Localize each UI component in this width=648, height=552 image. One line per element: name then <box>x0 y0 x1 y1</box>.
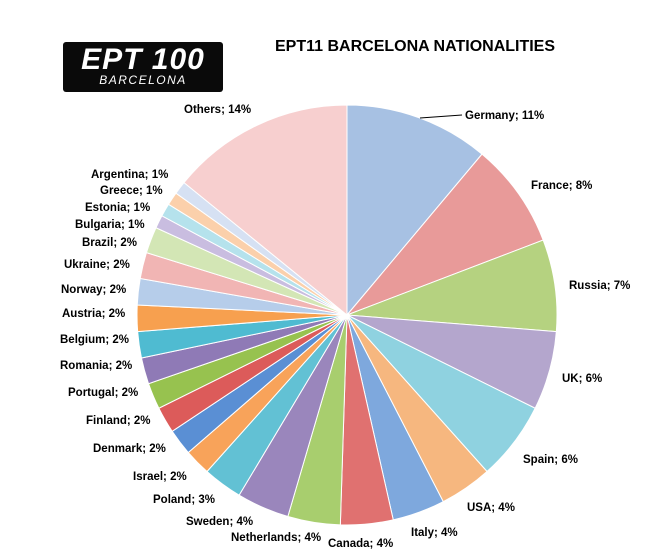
slice-label: Bulgaria; 1% <box>75 219 145 231</box>
pie-slice-germany <box>346 104 483 317</box>
slice-label: Portugal; 2% <box>68 387 138 399</box>
slice-label: Denmark; 2% <box>93 443 166 455</box>
slice-label: France; 8% <box>531 180 592 192</box>
slice-label: Sweden; 4% <box>186 516 253 528</box>
slice-label: Netherlands; 4% <box>231 532 321 544</box>
slice-labels: Germany; 11% France; 8% Russia; 7% UK; 6% Sp… <box>60 104 630 550</box>
slice-label: Russia; 7% <box>569 280 630 292</box>
pie-slice-france <box>345 153 544 317</box>
slice-label: Germany; 11% <box>465 110 544 122</box>
leader-lines <box>419 114 463 119</box>
slice-label: UK; 6% <box>562 373 602 385</box>
slice-label: Brazil; 2% <box>82 237 137 249</box>
slice-label: USA; 4% <box>467 502 515 514</box>
logo-main-text: EPT 100 <box>81 43 205 76</box>
slice-label: Others; 14% <box>184 104 251 116</box>
logo-sub-text: BARCELONA <box>99 73 187 87</box>
slice-label: Austria; 2% <box>62 308 125 320</box>
pie-slice-others <box>183 104 348 317</box>
chart-title: EPT11 BARCELONA NATIONALITIES <box>275 38 556 55</box>
ept-logo: EPT 100 BARCELONA <box>63 42 223 92</box>
pie-slices <box>136 104 558 526</box>
slice-label: Romania; 2% <box>60 360 132 372</box>
leader-line <box>419 114 463 119</box>
slice-label: Finland; 2% <box>86 415 151 427</box>
slice-label: Ukraine; 2% <box>64 259 130 271</box>
slice-label: Italy; 4% <box>411 527 458 539</box>
slice-label: Estonia; 1% <box>85 202 150 214</box>
slice-label: Belgium; 2% <box>60 334 129 346</box>
slice-label: Poland; 3% <box>153 494 215 506</box>
slice-label: Spain; 6% <box>523 454 578 466</box>
slice-label: Norway; 2% <box>61 284 126 296</box>
slice-label: Argentina; 1% <box>91 169 168 181</box>
slice-label: Israel; 2% <box>133 471 187 483</box>
slice-label: Greece; 1% <box>100 185 163 197</box>
slice-label: Canada; 4% <box>328 538 393 550</box>
